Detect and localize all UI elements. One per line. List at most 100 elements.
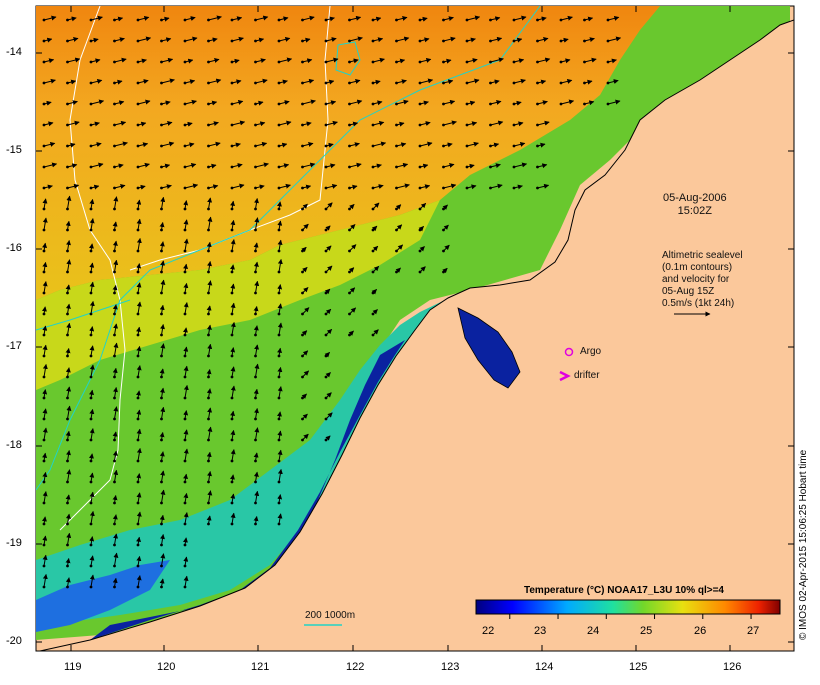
arrow-origin-dot: [207, 501, 210, 505]
velocity-arrow: [161, 184, 172, 190]
velocity-arrow: [302, 78, 315, 84]
velocity-arrow: [137, 36, 152, 42]
arrow-origin-dot: [418, 186, 422, 190]
velocity-arrow: [160, 260, 166, 273]
arrow-origin-dot: [536, 18, 539, 22]
velocity-arrow: [113, 259, 119, 273]
velocity-arrow: [66, 322, 72, 336]
velocity-arrow: [277, 239, 283, 252]
velocity-arrow: [231, 142, 241, 148]
arrow-origin-dot: [136, 564, 140, 568]
velocity-arrow: [137, 162, 150, 168]
arrow-origin-dot: [66, 39, 69, 43]
arrow-origin-dot: [324, 144, 328, 148]
arrow-origin-dot: [113, 522, 116, 526]
arrow-origin-dot: [183, 102, 187, 106]
velocity-arrow: [396, 99, 409, 105]
arrow-origin-dot: [489, 81, 492, 85]
velocity-arrow: [372, 202, 380, 210]
arrow-origin-dot: [42, 186, 46, 190]
arrow-origin-dot: [254, 81, 257, 85]
velocity-arrow: [302, 162, 316, 168]
arrow-origin-dot: [113, 207, 116, 211]
arrow-origin-dot: [160, 81, 163, 85]
arrow-origin-dot: [160, 543, 163, 547]
arrow-origin-dot: [348, 333, 351, 337]
velocity-arrow: [160, 279, 166, 294]
arrow-origin-dot: [136, 207, 140, 211]
arrow-origin-dot: [512, 39, 516, 43]
arrow-origin-dot: [277, 459, 281, 463]
arrow-origin-dot: [254, 144, 257, 148]
arrow-origin-dot: [512, 123, 516, 127]
velocity-arrow: [230, 219, 236, 231]
arrow-origin-dot: [277, 228, 281, 232]
velocity-arrow: [513, 78, 526, 84]
velocity-arrow: [372, 163, 382, 169]
velocity-arrow: [67, 37, 79, 42]
arrow-origin-dot: [606, 102, 610, 106]
velocity-arrow: [349, 79, 361, 84]
velocity-arrow: [466, 78, 480, 84]
arrow-origin-dot: [160, 585, 163, 589]
arrow-origin-dot: [418, 249, 422, 253]
arrow-origin-dot: [301, 228, 304, 232]
arrow-origin-dot: [254, 60, 257, 64]
arrow-origin-dot: [183, 207, 187, 211]
velocity-arrow: [183, 365, 189, 378]
velocity-arrow: [183, 238, 189, 252]
velocity-arrow: [114, 184, 126, 189]
arrow-origin-dot: [160, 165, 163, 169]
velocity-arrow: [112, 514, 118, 525]
arrow-origin-dot: [277, 291, 281, 295]
arrow-origin-dot: [395, 270, 398, 274]
arrow-origin-dot: [66, 228, 69, 232]
velocity-arrow: [161, 78, 175, 84]
arrow-origin-dot: [418, 123, 422, 127]
velocity-arrow: [302, 307, 310, 315]
arrow-origin-dot: [66, 354, 69, 358]
arrow-origin-dot: [418, 18, 422, 22]
arrow-origin-dot: [371, 228, 375, 232]
velocity-arrow: [112, 240, 118, 252]
arrow-origin-dot: [301, 165, 304, 169]
velocity-arrow: [136, 409, 142, 420]
velocity-arrow: [42, 535, 48, 546]
arrow-origin-dot: [301, 81, 304, 85]
arrow-origin-dot: [183, 375, 187, 379]
y-tick-label: -14: [6, 46, 22, 58]
arrow-origin-dot: [113, 165, 116, 169]
arrow-origin-dot: [207, 228, 210, 232]
arrow-origin-dot: [66, 249, 69, 253]
y-tick-label: -17: [6, 340, 22, 352]
arrow-origin-dot: [277, 39, 281, 43]
velocity-arrow: [113, 323, 119, 336]
velocity-arrow: [42, 281, 48, 294]
velocity-arrow: [466, 141, 479, 147]
arrow-origin-dot: [89, 102, 93, 106]
arrow-origin-dot: [230, 60, 234, 64]
arrow-origin-dot: [277, 270, 281, 274]
velocity-arrow: [584, 37, 595, 43]
velocity-arrow: [325, 412, 333, 420]
arrow-origin-dot: [348, 123, 351, 127]
arrow-origin-dot: [113, 354, 116, 358]
y-tick-label: -18: [6, 439, 22, 451]
velocity-arrow: [230, 347, 236, 357]
arrow-origin-dot: [465, 102, 469, 106]
arrow-origin-dot: [277, 396, 281, 400]
arrow-origin-dot: [348, 18, 351, 22]
arrow-origin-dot: [324, 375, 328, 379]
velocity-arrow: [349, 244, 357, 252]
velocity-arrow: [254, 344, 260, 357]
velocity-arrow: [114, 120, 127, 126]
velocity-arrow: [43, 15, 57, 21]
velocity-arrow: [372, 100, 383, 106]
velocity-arrow: [89, 300, 95, 315]
arrow-origin-dot: [230, 123, 234, 127]
colorbar-tick-label: 22: [482, 625, 495, 637]
velocity-arrow: [159, 304, 165, 315]
velocity-arrow: [206, 451, 212, 462]
arrow-origin-dot: [160, 333, 163, 337]
